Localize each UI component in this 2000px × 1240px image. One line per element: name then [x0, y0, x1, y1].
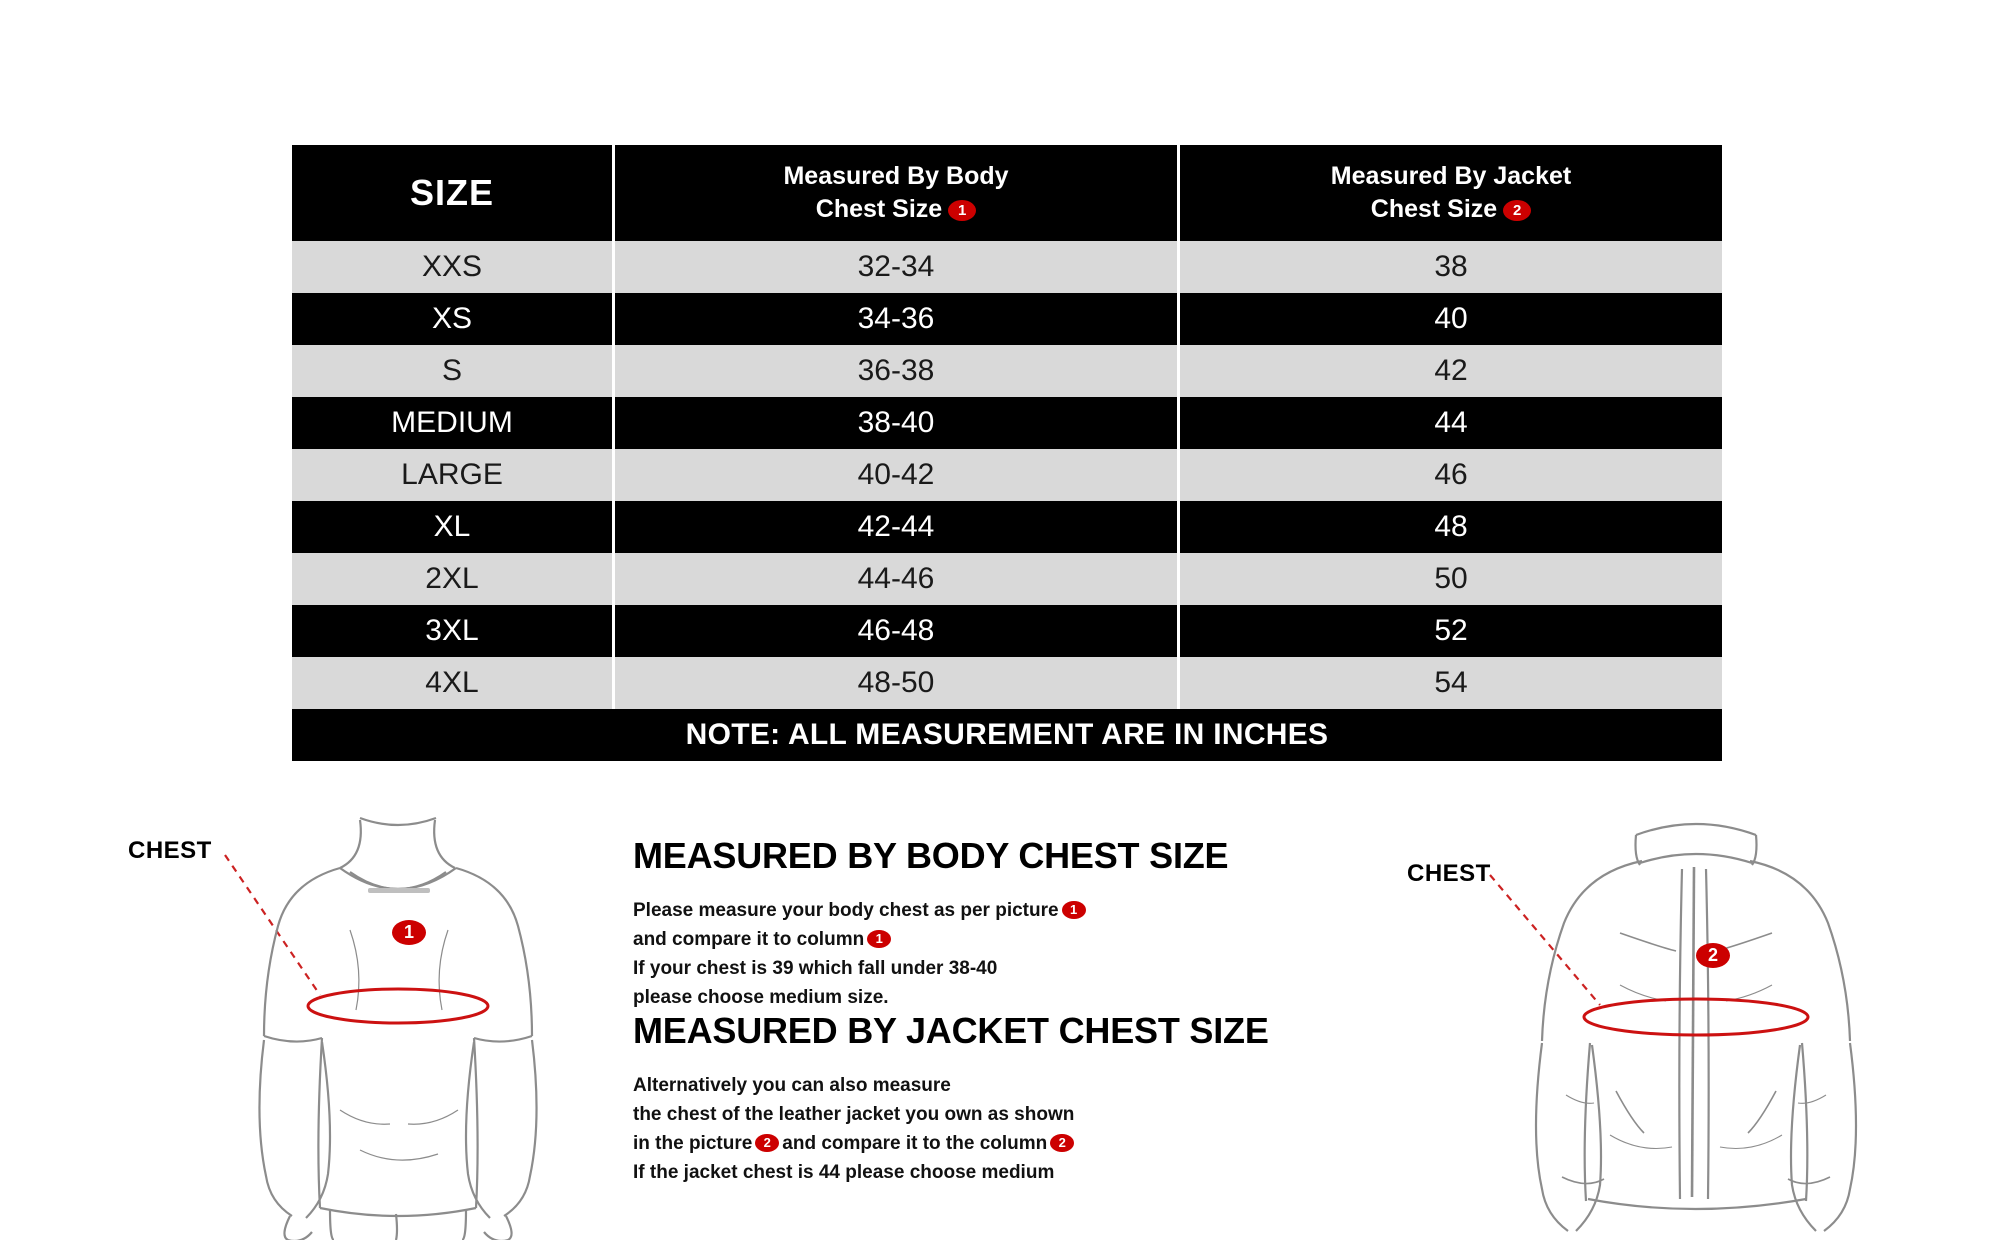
cell-body: 36-38	[613, 345, 1180, 397]
cell-body: 46-48	[613, 605, 1180, 657]
cell-body: 32-34	[613, 241, 1180, 293]
cell-size: 2XL	[292, 553, 615, 605]
para2-line4: If the jacket chest is 44 please choose …	[633, 1161, 1055, 1183]
measurement-guide-section: CHEST	[0, 800, 2000, 1240]
body-torso-illustration	[224, 816, 538, 1240]
para2-line3: in the picture 2 and compare it to the col…	[633, 1130, 1077, 1159]
table-row: LARGE 40-42 46	[292, 449, 1722, 501]
para1-line1: Please measure your body chest as per pi…	[633, 897, 1089, 926]
table-row: 4XL 48-50 54	[292, 657, 1722, 709]
cell-jacket: 48	[1178, 501, 1722, 553]
table-row: 2XL 44-46 50	[292, 553, 1722, 605]
header-body-line2-wrap: Chest Size 1	[615, 193, 1177, 226]
header-body-line2: Chest Size	[815, 195, 943, 223]
para1-line3: If your chest is 39 which fall under 38-…	[633, 957, 998, 979]
cell-size: MEDIUM	[292, 397, 615, 449]
para1-line2: and compare it to column 1	[633, 926, 1089, 955]
cell-body: 44-46	[613, 553, 1180, 605]
para2-line2: the chest of the leather jacket you own …	[633, 1103, 1075, 1125]
table-row: MEDIUM 38-40 44	[292, 397, 1722, 449]
badge-1-para-b: 1	[867, 929, 892, 948]
cell-body: 48-50	[613, 657, 1180, 709]
para2-line1: Alternatively you can also measure	[633, 1075, 951, 1096]
cell-size: XL	[292, 501, 615, 553]
header-jacket-line2-wrap: Chest Size 2	[1180, 193, 1722, 226]
table-row: S 36-38 42	[292, 345, 1722, 397]
cell-size: XXS	[292, 241, 615, 293]
heading-jacket-chest: MEASURED BY JACKET CHEST SIZE	[633, 1010, 1269, 1051]
cell-size: S	[292, 345, 615, 397]
badge-1-para-a: 1	[1061, 901, 1086, 919]
badge-2-para-a: 2	[755, 1133, 780, 1152]
header-jacket-chest: Measured By Jacket Chest Size 2	[1178, 145, 1722, 241]
paragraph-body-chest: Please measure your body chest as per pi…	[633, 897, 1089, 1013]
badge-1-header-body: 1	[948, 200, 977, 221]
para2-line3-b: and compare it to the column	[782, 1132, 1048, 1154]
header-jacket-line2: Chest Size	[1370, 195, 1498, 223]
cell-jacket: 50	[1178, 553, 1722, 605]
para1-line2-text: and compare it to column	[633, 928, 865, 950]
para2-line3-a: in the picture	[633, 1132, 753, 1154]
paragraph-jacket-chest: Alternatively you can also measure the c…	[633, 1072, 1077, 1188]
cell-size: XS	[292, 293, 615, 345]
cell-jacket: 46	[1178, 449, 1722, 501]
cell-body: 40-42	[613, 449, 1180, 501]
cell-jacket: 44	[1178, 397, 1722, 449]
table-row: XXS 32-34 38	[292, 241, 1722, 293]
header-size: SIZE	[292, 145, 615, 241]
badge-2-para-b: 2	[1050, 1133, 1075, 1152]
badge-2-header-jacket: 2	[1503, 200, 1532, 221]
chest-label-right: CHEST	[1407, 860, 1491, 887]
marker-jacket-2: 2	[1696, 943, 1730, 968]
table-header-row: SIZE Measured By Body Chest Size 1 Measur…	[292, 145, 1722, 241]
cell-jacket: 40	[1178, 293, 1722, 345]
chest-label-left: CHEST	[128, 837, 212, 864]
table-row: XS 34-36 40	[292, 293, 1722, 345]
size-chart-table: SIZE Measured By Body Chest Size 1 Measur…	[292, 145, 1722, 761]
cell-body: 38-40	[613, 397, 1180, 449]
cell-body: 42-44	[613, 501, 1180, 553]
para1-line1-text: Please measure your body chest as per pi…	[633, 900, 1059, 921]
jacket-illustration	[1489, 822, 1858, 1232]
table-row: 3XL 46-48 52	[292, 605, 1722, 657]
para1-line4: please choose medium size.	[633, 986, 889, 1008]
table-row: XL 42-44 48	[292, 501, 1722, 553]
cell-jacket: 38	[1178, 241, 1722, 293]
header-jacket-line1: Measured By Jacket	[1330, 162, 1572, 190]
note-text: NOTE: ALL MEASUREMENT ARE IN INCHES	[292, 709, 1722, 761]
table-body: XXS 32-34 38 XS 34-36 40 S 36-38 42 MEDI…	[292, 241, 1722, 761]
cell-body: 34-36	[613, 293, 1180, 345]
table-note-row: NOTE: ALL MEASUREMENT ARE IN INCHES	[292, 709, 1722, 761]
cell-size: 3XL	[292, 605, 615, 657]
header-body-chest: Measured By Body Chest Size 1	[613, 145, 1180, 241]
header-body-line1: Measured By Body	[783, 162, 1009, 190]
cell-jacket: 54	[1178, 657, 1722, 709]
marker-body-1: 1	[392, 920, 426, 945]
heading-body-chest: MEASURED BY BODY CHEST SIZE	[633, 835, 1229, 876]
cell-size: LARGE	[292, 449, 615, 501]
cell-jacket: 52	[1178, 605, 1722, 657]
cell-jacket: 42	[1178, 345, 1722, 397]
cell-size: 4XL	[292, 657, 615, 709]
